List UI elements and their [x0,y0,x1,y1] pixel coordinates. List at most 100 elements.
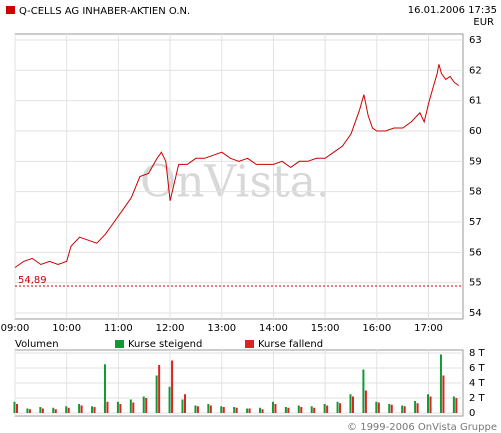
y-tick-label: 63 [469,35,482,46]
volume-bar [183,394,186,413]
x-tick-label: 14:00 [259,323,288,334]
x-tick-label: 11:00 [104,323,133,334]
volume-bar [427,394,430,413]
legend-swatch [115,340,124,348]
title-marker [6,6,15,14]
volume-bar [297,405,300,413]
y-tick-label: 59 [469,156,482,167]
x-tick-label: 09:00 [1,323,30,334]
volume-bar [194,405,197,413]
volume-bar [116,401,119,413]
volume-bar [439,354,442,413]
volume-bar [67,407,70,413]
x-tick-label: 13:00 [207,323,236,334]
volume-bar [209,405,212,413]
volume-bar [377,402,380,413]
volume-title: Volumen [15,339,59,350]
volume-bar [181,399,184,413]
volume-bar [119,404,122,413]
volume-bar [300,407,303,413]
volume-bar [284,407,287,413]
volume-bar [442,375,445,413]
price-line [14,64,459,268]
volume-bar [168,386,171,413]
y-tick-label: 61 [469,96,482,107]
volume-bar [246,408,249,413]
volume-bar [28,409,31,413]
chart-date: 16.01.2006 17:35 [408,5,497,16]
volume-bar [403,406,406,413]
y-tick-label: 57 [469,217,482,228]
volume-bar [52,407,55,413]
volume-bar [54,409,57,413]
volume-bar [235,407,238,413]
volume-bar [78,404,81,413]
x-tick-label: 16:00 [362,323,391,334]
volume-bar [155,375,158,413]
y-tick-label: 6 T [469,363,486,374]
volume-bar [91,406,94,413]
volume-bar [455,398,458,413]
volume-bar [26,408,29,413]
volume-bar [39,407,42,413]
y-tick-label: 54 [469,308,482,319]
volume-bar [414,401,417,413]
y-tick-label: 60 [469,126,482,137]
y-tick-label: 56 [469,247,482,258]
volume-bar [261,409,264,413]
legend-label: Kurse fallend [258,339,323,350]
volume-bar [274,404,277,413]
volume-bar [207,404,210,413]
reference-label: 54,89 [18,275,47,286]
volume-bar [362,369,365,413]
volume-bar [375,401,378,413]
volume-bar [129,399,132,413]
x-tick-label: 12:00 [156,323,185,334]
volume-bar [65,406,68,413]
copyright: © 1999-2006 OnVista Gruppe [347,422,497,433]
volume-bar [233,407,236,413]
volume-bar [310,406,313,413]
y-tick-label: 58 [469,187,482,198]
volume-bar [390,404,393,413]
x-tick-label: 15:00 [311,323,340,334]
volume-bar [80,405,83,413]
volume-bar [287,407,290,413]
volume-bar [16,404,18,413]
volume-bar [364,390,367,413]
volume-bar [259,407,262,413]
volume-bar [429,396,432,413]
legend-swatch [245,340,254,348]
y-tick-label: 62 [469,65,482,76]
volume-bar [416,403,419,413]
y-tick-label: 4 T [469,378,486,389]
volume-bar [339,403,342,413]
volume-bar [351,396,354,413]
volume-bar [452,396,455,413]
volume-bar [323,404,326,413]
volume-bar [158,365,161,413]
volume-bar [196,406,199,413]
volume-bar [103,364,106,413]
volume-bar [388,404,391,413]
watermark: OnVista. [140,157,330,208]
y-tick-label: 2 T [469,393,486,404]
volume-bar [13,401,16,413]
volume-bar [349,394,352,413]
volume-bar [93,407,96,413]
volume-bar [401,405,404,413]
unit-label: EUR [473,17,494,28]
volume-bar [326,405,329,413]
volume-bar [313,407,316,413]
volume-bar [106,401,109,413]
volume-bar [222,407,225,413]
x-tick-label: 10:00 [52,323,81,334]
volume-bar [220,406,223,413]
legend-label: Kurse steigend [128,339,202,350]
y-tick-label: 55 [469,278,482,289]
y-tick-label: 8 T [469,348,486,359]
y-tick-label: 0 [469,408,475,419]
x-tick-label: 17:00 [414,323,443,334]
volume-bar [142,396,145,413]
